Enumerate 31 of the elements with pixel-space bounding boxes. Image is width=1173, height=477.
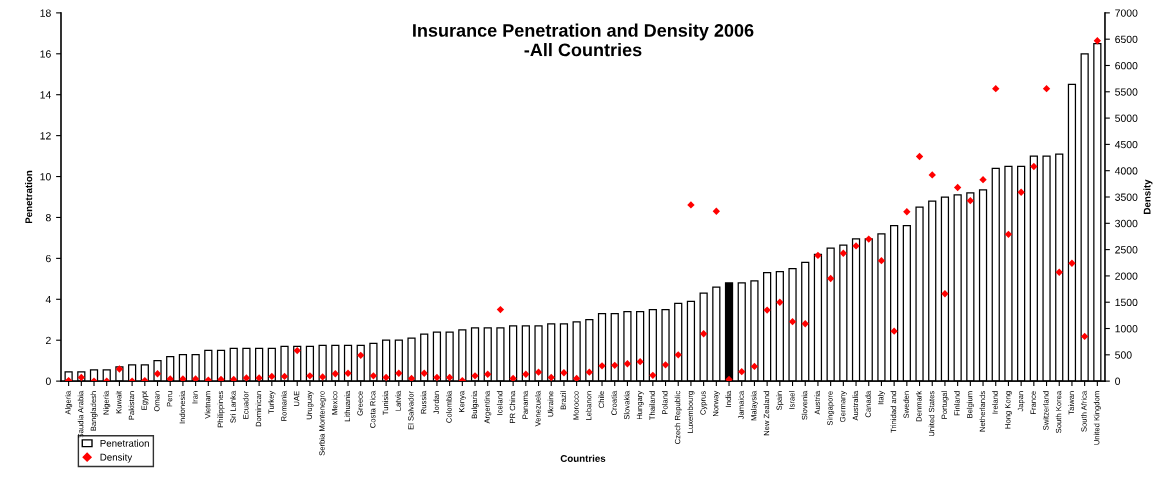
y2-tick-label: 0 xyxy=(1115,377,1121,385)
y2-tick-label: 500 xyxy=(1115,351,1132,359)
y-tick-label: 12 xyxy=(40,132,51,140)
y2-tick-label: 5000 xyxy=(1115,114,1138,122)
y2-tick-label: 2500 xyxy=(1115,246,1138,254)
y-tick-label: 8 xyxy=(45,213,51,222)
legend-label: Penetration xyxy=(100,439,149,447)
y2-tick-label: 2000 xyxy=(1115,272,1138,280)
y2-tick-label: 4500 xyxy=(1114,140,1138,149)
y-tick-label: 4 xyxy=(45,295,51,304)
y2-axis-title: Density xyxy=(1143,179,1153,214)
y-tick-label: 10 xyxy=(40,173,51,181)
y-tick-label: 18 xyxy=(40,9,51,17)
y2-tick-label: 1000 xyxy=(1115,325,1138,333)
y-tick-label: 0 xyxy=(45,377,51,385)
y2-tick-label: 1500 xyxy=(1115,298,1138,307)
y2-tick-label: 5500 xyxy=(1115,88,1138,96)
y-tick-label: 16 xyxy=(40,50,51,58)
y2-tick-label: 3500 xyxy=(1115,193,1138,201)
x-axis-title: Countries xyxy=(560,454,606,462)
text: Insurance Penetration and Density 2006 -All Countries xyxy=(413,23,754,57)
y-tick-label: 6 xyxy=(46,254,51,263)
legend-label: Density xyxy=(100,453,133,463)
y2-tick-label: 6500 xyxy=(1115,35,1138,44)
y2-tick-label: 4000 xyxy=(1114,167,1138,175)
y-axis-title: Penetration xyxy=(25,170,33,224)
y-tick-label: 2 xyxy=(46,336,51,344)
y-tick-label: 14 xyxy=(40,91,51,99)
y2-tick-label: 7000 xyxy=(1115,9,1138,17)
y2-tick-label: 6000 xyxy=(1115,61,1138,70)
y2-tick-label: 3000 xyxy=(1115,219,1138,228)
